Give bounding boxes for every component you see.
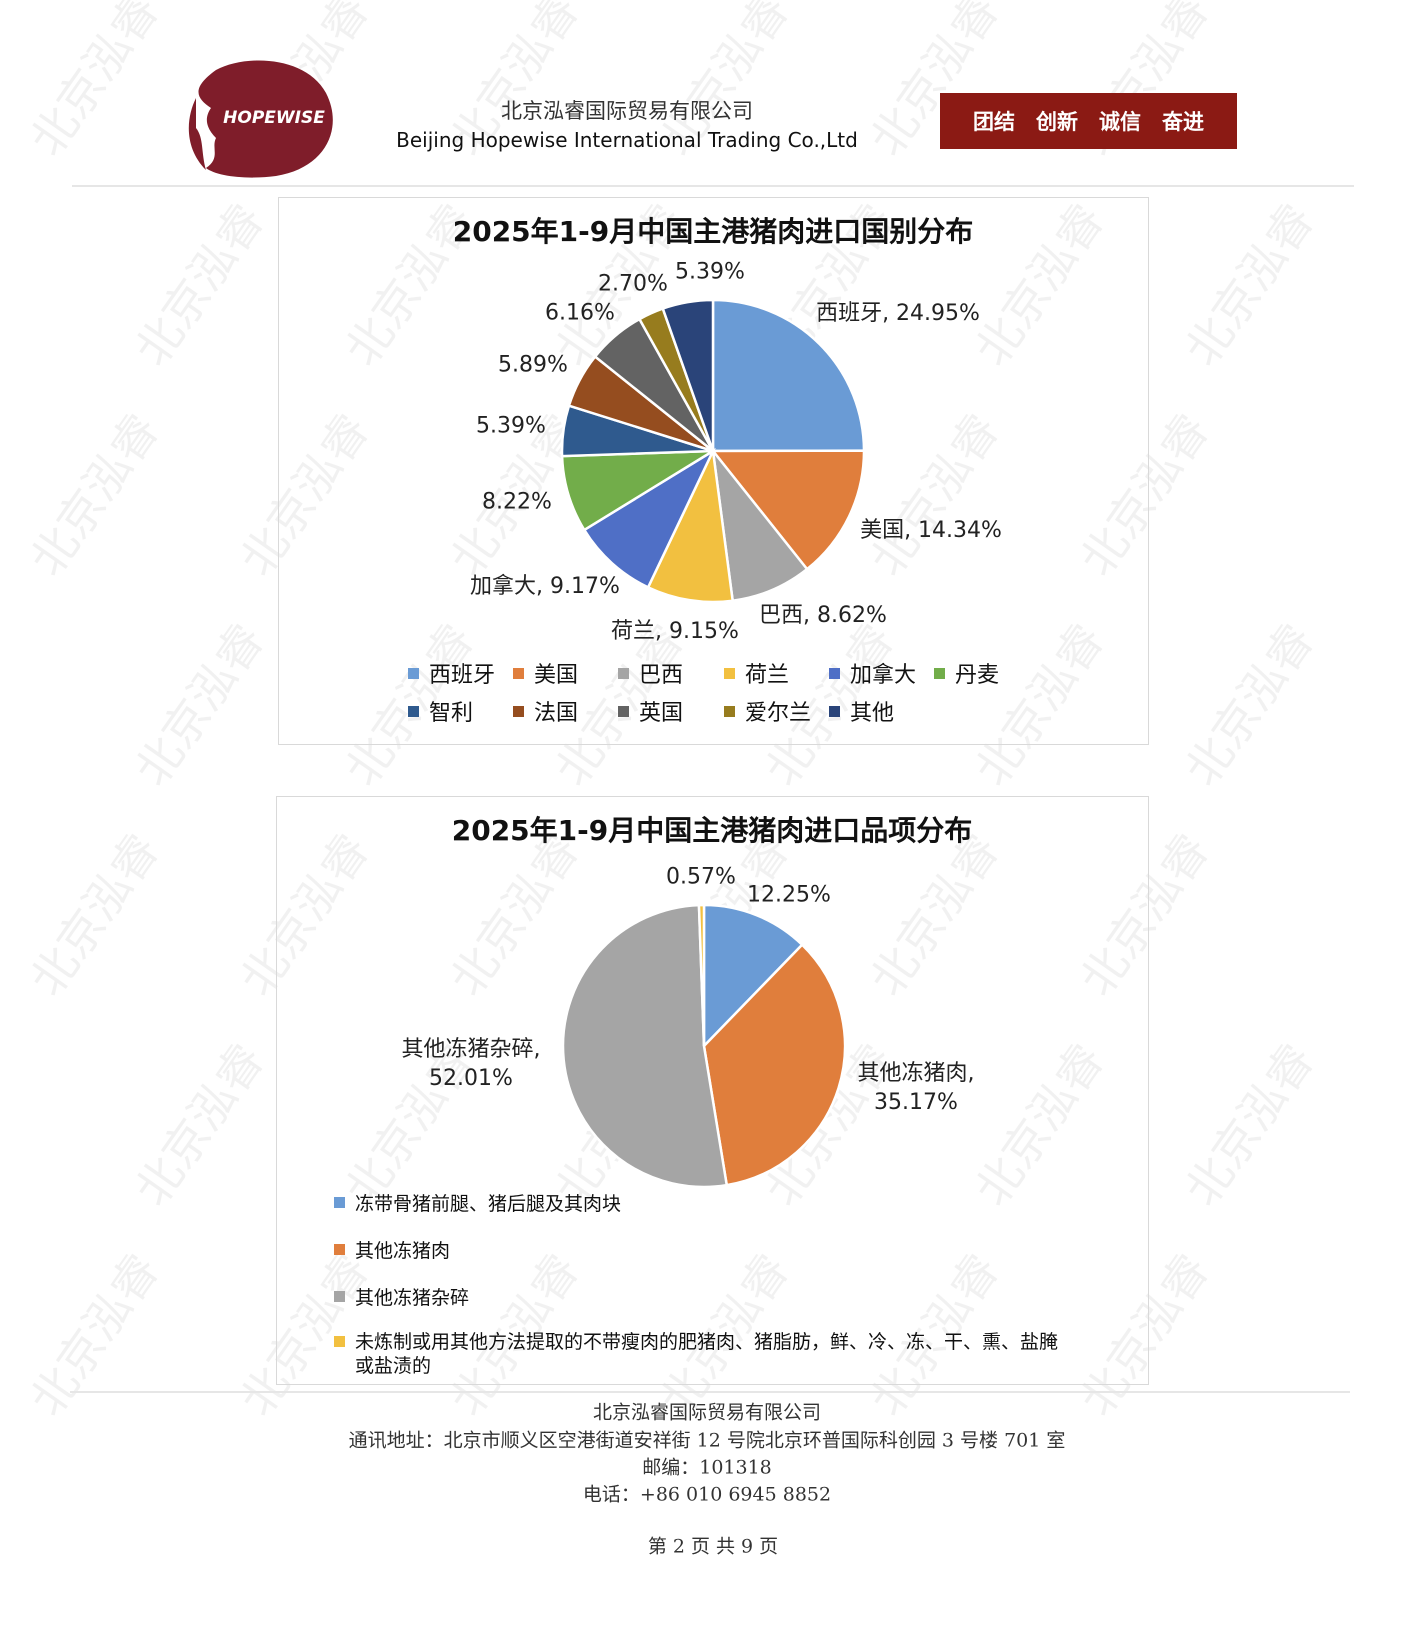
legend-label: 巴西 <box>639 663 684 688</box>
legend-item: 智利 <box>408 695 473 727</box>
label-other-offal: 其他冻猪杂碎, 52.01% <box>402 1035 541 1093</box>
legend-swatch <box>618 705 629 717</box>
legend-swatch <box>408 705 419 717</box>
legend-swatch <box>829 667 840 679</box>
legend-item: 西班牙 <box>408 657 495 689</box>
footer-address: 通讯地址：北京市顺义区空港街道安祥街 12 号院北京环普国际科创园 3 号楼 7… <box>348 1429 1066 1452</box>
legend-swatch <box>724 705 735 717</box>
label-others: 5.39% <box>675 259 745 285</box>
pie-slice-其他 <box>661 298 715 452</box>
legend-label: 冻带骨猪前腿、猪后腿及其肉块 <box>355 1193 622 1215</box>
label-france: 5.89% <box>498 352 568 378</box>
footer-company: 北京泓睿国际贸易有限公司 <box>592 1401 822 1424</box>
legend-swatch <box>513 705 524 717</box>
label-other-pork: 其他冻猪肉, 35.17% <box>858 1059 975 1117</box>
legend-label: 其他冻猪杂碎 <box>355 1287 470 1309</box>
pie-slice-冻带骨猪前腿、猪后腿及其肉块 <box>702 903 804 1050</box>
legend-label: 丹麦 <box>955 663 1000 688</box>
pie-slice-西班牙 <box>711 298 866 453</box>
legend-label: 智利 <box>429 701 474 726</box>
legend-item: 巴西 <box>618 657 683 689</box>
legend-label: 未炼制或用其他方法提取的不带瘦肉的肥猪肉、猪脂肪，鲜、冷、冻、干、熏、盐腌 或盐渍… <box>355 1330 1058 1378</box>
label-usa: 美国, 14.34% <box>860 518 1002 543</box>
label-line: 52.01% <box>429 1066 513 1091</box>
legend-item: 冻带骨猪前腿、猪后腿及其肉块 <box>334 1189 621 1216</box>
label-denmark: 8.22% <box>482 489 552 515</box>
pie-slice-其他冻猪肉 <box>702 942 847 1187</box>
legend-swatch <box>334 1336 345 1347</box>
legend-label: 加拿大 <box>850 663 917 688</box>
label-bone-in: 12.25% <box>747 882 831 908</box>
country-chart-title: 2025年1-9月中国主港猪肉进口国别分布 <box>452 215 974 248</box>
legend-label: 爱尔兰 <box>745 701 812 726</box>
legend-swatch <box>334 1244 345 1255</box>
legend-label: 其他冻猪肉 <box>355 1240 451 1262</box>
company-name-en: Beijing Hopewise International Trading C… <box>396 128 858 152</box>
legend-label: 西班牙 <box>429 663 496 688</box>
footer-phone: 电话：+86 010 6945 8852 <box>582 1483 832 1506</box>
label-uk: 6.16% <box>545 300 615 326</box>
pie-slice-荷兰 <box>646 446 735 604</box>
label-netherlands: 荷兰, 9.15% <box>611 619 739 644</box>
hopewise-logo: HOPEWISE <box>188 60 333 178</box>
legend-item: 英国 <box>618 695 683 727</box>
legend-item: 其他 <box>829 695 894 727</box>
legend-label: 英国 <box>639 701 684 726</box>
legend-item: 爱尔兰 <box>724 695 811 727</box>
legend-item: 其他冻猪杂碎 <box>334 1283 469 1310</box>
legend-swatch <box>334 1291 345 1302</box>
legend-line: 或盐渍的 <box>355 1355 432 1377</box>
legend-swatch <box>513 667 524 679</box>
pie-slice-其他冻猪杂碎 <box>561 903 729 1189</box>
legend-swatch <box>408 667 419 679</box>
legend-swatch <box>724 667 735 679</box>
legend-swatch <box>934 667 945 679</box>
footer-divider <box>70 1391 1350 1393</box>
product-chart-title: 2025年1-9月中国主港猪肉进口品项分布 <box>451 814 973 847</box>
label-line: 其他冻猪杂碎, <box>401 1037 541 1062</box>
page-number: 第 2 页 共 9 页 <box>647 1535 779 1558</box>
legend-swatch <box>334 1197 345 1208</box>
legend-label: 其他 <box>850 701 895 726</box>
legend-item: 荷兰 <box>724 657 789 689</box>
legend-item: 未炼制或用其他方法提取的不带瘦肉的肥猪肉、猪脂肪，鲜、冷、冻、干、熏、盐腌 或盐渍… <box>334 1330 1058 1378</box>
pie-slice-未炼制或用其他方法提取的不带瘦肉的肥猪肉、猪脂肪，鲜、冷、冻、干、熏、盐腌或盐渍的 <box>697 903 706 1047</box>
legend-item: 法国 <box>513 695 578 727</box>
pie-slice-美国 <box>710 449 866 571</box>
label-line: 其他冻猪肉, <box>857 1061 975 1086</box>
label-brazil: 巴西, 8.62% <box>759 603 887 628</box>
label-line: 35.17% <box>874 1090 958 1115</box>
legend-item: 加拿大 <box>829 657 916 689</box>
product-chart-frame <box>276 796 1149 1385</box>
legend-label: 美国 <box>534 663 579 688</box>
legend-label: 法国 <box>534 701 579 726</box>
legend-item: 丹麦 <box>934 657 999 689</box>
label-canada: 加拿大, 9.17% <box>470 574 620 599</box>
legend-label: 荷兰 <box>745 663 790 688</box>
pie-slice-加拿大 <box>582 447 716 590</box>
svg-text:HOPEWISE: HOPEWISE <box>223 108 325 128</box>
label-fat: 0.57% <box>666 864 736 890</box>
legend-swatch <box>618 667 629 679</box>
header-divider <box>72 185 1354 187</box>
slogan-banner: 团结 创新 诚信 奋进 <box>940 93 1237 149</box>
label-ireland: 2.70% <box>598 271 668 297</box>
country-chart-frame <box>278 197 1149 745</box>
label-chile: 5.39% <box>476 413 546 439</box>
legend-line: 未炼制或用其他方法提取的不带瘦肉的肥猪肉、猪脂肪，鲜、冷、冻、干、熏、盐腌 <box>355 1331 1059 1353</box>
label-spain: 西班牙, 24.95% <box>816 301 980 326</box>
legend-item: 其他冻猪肉 <box>334 1236 450 1263</box>
company-name-cn: 北京泓睿国际贸易有限公司 <box>501 99 753 123</box>
legend-item: 美国 <box>513 657 578 689</box>
footer-postcode: 邮编：101318 <box>642 1456 772 1479</box>
legend-swatch <box>829 705 840 717</box>
